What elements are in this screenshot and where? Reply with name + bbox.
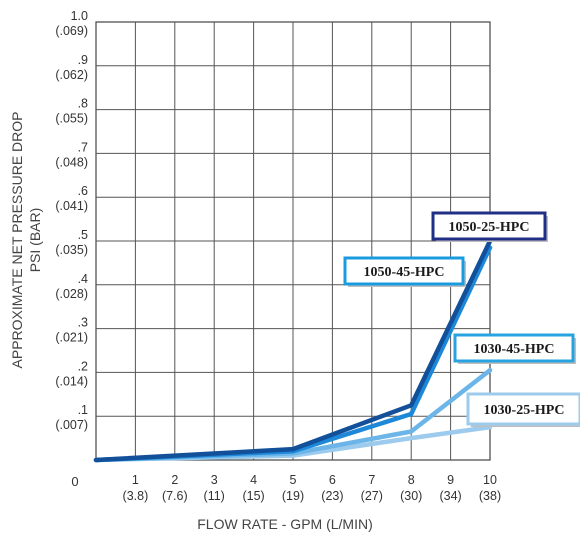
x-tick-label: 5 [290, 473, 297, 487]
y-tick-label: .5 [78, 228, 88, 242]
chart-legend: 1030-25-HPC 1030-45-HPC 1050-45-HPC 1050-25… [343, 211, 580, 427]
y-tick-sublabel: (.028) [55, 287, 88, 301]
series-lines [93, 238, 493, 463]
y-tick-label: .3 [78, 316, 88, 330]
x-tick-sublabel: (23) [321, 489, 343, 503]
y-axis-unit-title: PSI (BAR) [27, 208, 43, 273]
chart-grid [95, 21, 491, 461]
legend-label: 1030-25-HPC [484, 403, 565, 418]
y-zero-label: 0 [71, 474, 78, 489]
x-tick-label: 4 [250, 473, 257, 487]
y-tick-label: .2 [78, 359, 88, 373]
x-tick-sublabel: (38) [479, 489, 501, 503]
x-tick-label: 6 [329, 473, 336, 487]
legend-box [453, 333, 575, 363]
x-tick-sublabel: (27) [361, 489, 383, 503]
x-tick-label: 10 [483, 473, 497, 487]
y-tick-sublabel: (.035) [55, 243, 88, 257]
y-tick-label: 1.0 [71, 9, 88, 23]
x-tick-label: 8 [408, 473, 415, 487]
y-tick-sublabel: (.055) [55, 112, 88, 126]
x-axis-title: FLOW RATE - GPM (L/MIN) [197, 516, 373, 532]
y-tick-sublabel: (.048) [55, 155, 88, 169]
y-tick-sublabel: (.062) [55, 68, 88, 82]
y-tick-sublabel: (.069) [55, 24, 88, 38]
x-tick-label: 3 [211, 473, 218, 487]
legend-label: 1050-45-HPC [364, 265, 445, 280]
x-tick-sublabel: (7.6) [162, 489, 188, 503]
y-tick-label: .6 [78, 184, 88, 198]
y-tick-sublabel: (.007) [55, 418, 88, 432]
x-tick-label: 1 [132, 473, 139, 487]
x-tick-sublabel: (11) [204, 489, 225, 503]
legend-label: 1030-45-HPC [474, 342, 555, 357]
y-axis-title: APPROXIMATE NET PRESSURE DROP [9, 112, 25, 369]
x-tick-sublabel: (3.8) [123, 489, 149, 503]
y-tick-label: .4 [78, 272, 88, 286]
y-tick-sublabel: (.014) [55, 374, 88, 388]
x-tick-sublabel: (19) [282, 489, 304, 503]
y-tick-label: .1 [78, 403, 88, 417]
y-tick-label: .8 [78, 97, 88, 111]
x-tick-sublabel: (34) [439, 489, 461, 503]
y-tick-sublabel: (.021) [55, 331, 88, 345]
x-tick-sublabel: (30) [400, 489, 422, 503]
y-tick-label: .9 [78, 53, 88, 67]
y-tick-label: .7 [78, 140, 88, 154]
x-tick-sublabel: (15) [242, 489, 264, 503]
legend-label: 1050-25-HPC [449, 220, 530, 235]
x-tick-label: 9 [447, 473, 454, 487]
tick-labels: 1 (3.8) 2 (7.6) 3 (11) 4 (15) 5 (19) 6 (23) 7 (27) 8 (3… [55, 9, 501, 503]
series-line-1050-25-HPC [93, 238, 493, 463]
legend-box [431, 211, 547, 241]
legend-box [343, 256, 465, 286]
x-tick-label: 7 [368, 473, 375, 487]
legend-box [466, 392, 580, 426]
y-tick-sublabel: (.041) [55, 199, 88, 213]
x-tick-label: 2 [171, 473, 178, 487]
